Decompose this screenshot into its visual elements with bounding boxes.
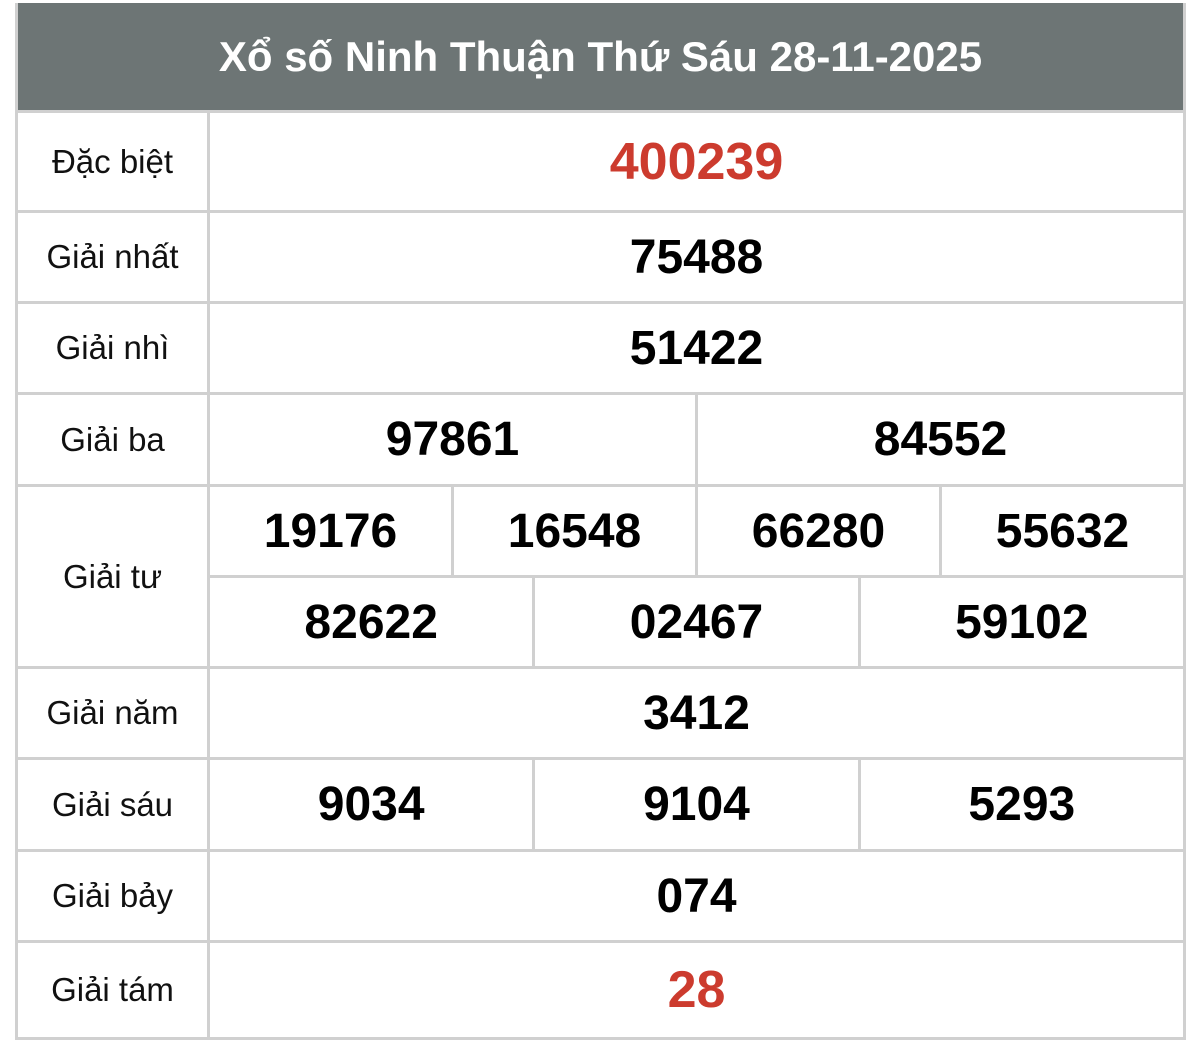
prize-row: Giải bảy 074 <box>18 852 1183 943</box>
prize-number: 97861 <box>385 413 520 466</box>
prize-subrow: 28 <box>210 943 1183 1037</box>
prize-number: 59102 <box>857 578 1183 666</box>
prize-row: Giải tư 19176 16548 66280 55632 82622 02467 591… <box>18 487 1183 669</box>
prize-subrow: 75488 <box>210 213 1183 301</box>
prize-label: Giải nhất <box>18 213 210 301</box>
prize-values: 51422 <box>210 304 1183 392</box>
prize-values: 97861 84552 <box>210 395 1183 484</box>
prize-label: Giải ba <box>18 395 210 484</box>
prize-label: Giải sáu <box>18 760 210 849</box>
prize-label: Giải năm <box>18 669 210 757</box>
prize-number: 3412 <box>643 686 750 740</box>
prize-row: Giải nhất 75488 <box>18 213 1183 304</box>
prize-row: Giải sáu 9034 9104 5293 <box>18 760 1183 852</box>
prize-number: 82622 <box>304 595 438 649</box>
prize-label: Giải nhì <box>18 304 210 392</box>
prize-number: 66280 <box>695 487 939 575</box>
prize-values: 28 <box>210 943 1183 1037</box>
prize-number: 074 <box>656 869 737 923</box>
prize-row: Giải năm 3412 <box>18 669 1183 760</box>
table-title: Xổ số Ninh Thuận Thứ Sáu 28-11-2025 <box>18 3 1183 113</box>
prize-values: 75488 <box>210 213 1183 301</box>
prize-row: Giải ba 97861 84552 <box>18 395 1183 487</box>
prize-subrow: 51422 <box>210 304 1183 392</box>
prize-values: 3412 <box>210 669 1183 757</box>
prize-number: 19176 <box>263 504 398 558</box>
prize-subrow: 19176 16548 66280 55632 <box>210 487 1183 575</box>
prize-number: 84552 <box>695 395 1183 484</box>
prize-label: Đặc biệt <box>18 113 210 210</box>
prize-subrow: 82622 02467 59102 <box>210 575 1183 666</box>
prize-number: 51422 <box>629 321 764 375</box>
prize-number: 9034 <box>317 778 425 831</box>
prize-number: 16548 <box>451 487 695 575</box>
prize-subrow: 97861 84552 <box>210 395 1183 484</box>
prize-values: 074 <box>210 852 1183 940</box>
prize-label: Giải bảy <box>18 852 210 940</box>
prize-subrow: 074 <box>210 852 1183 940</box>
prize-label: Giải tám <box>18 943 210 1037</box>
prize-number: 400239 <box>609 132 784 191</box>
prize-number: 55632 <box>939 487 1183 575</box>
prize-number: 02467 <box>532 578 857 666</box>
lottery-results-table: Xổ số Ninh Thuận Thứ Sáu 28-11-2025 Đặc … <box>15 3 1186 1040</box>
prize-row: Đặc biệt 400239 <box>18 113 1183 213</box>
prize-subrow: 3412 <box>210 669 1183 757</box>
prize-number: 75488 <box>629 230 764 284</box>
prize-subrow: 9034 9104 5293 <box>210 760 1183 849</box>
prize-number: 5293 <box>857 760 1183 849</box>
prize-label: Giải tư <box>18 487 210 666</box>
prize-values: 9034 9104 5293 <box>210 760 1183 849</box>
prize-values: 400239 <box>210 113 1183 210</box>
prize-number: 9104 <box>532 760 857 849</box>
prize-values: 19176 16548 66280 55632 82622 02467 59102 <box>210 487 1183 666</box>
table-body: Đặc biệt 400239 Giải nhất 75488 Giải nhì 5142… <box>18 113 1183 1040</box>
prize-subrow: 400239 <box>210 113 1183 210</box>
prize-row: Giải nhì 51422 <box>18 304 1183 395</box>
prize-number: 28 <box>667 961 726 1019</box>
prize-row: Giải tám 28 <box>18 943 1183 1040</box>
